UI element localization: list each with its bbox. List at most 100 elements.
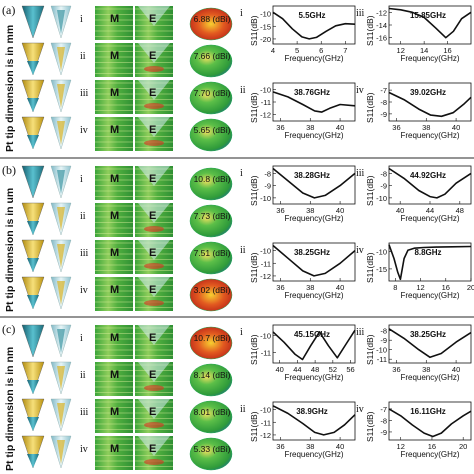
inner-tip-icon bbox=[57, 329, 65, 353]
resonance-frequency: 16.11GHz bbox=[410, 407, 446, 416]
y-tick-label: -10 bbox=[260, 194, 271, 203]
plot-numeral: ii bbox=[240, 404, 246, 415]
row-numeral: iv bbox=[80, 444, 88, 455]
series-line bbox=[272, 329, 356, 361]
resonance-frequency: 38.28GHz bbox=[294, 171, 330, 180]
e-field-tip-overlay bbox=[138, 436, 170, 456]
x-tick-label: 20 bbox=[467, 283, 474, 292]
x-tick-label: 6 bbox=[319, 46, 323, 55]
e-label: E bbox=[149, 369, 156, 381]
y-tick-label: -15 bbox=[260, 22, 271, 31]
y-axis-label: S11(dB) bbox=[365, 334, 375, 365]
radiation-pattern-icon bbox=[189, 326, 233, 360]
gain-value: 6.88 (dBi) bbox=[194, 14, 231, 24]
row-numeral: iii bbox=[80, 88, 89, 99]
e-field-tip-overlay bbox=[138, 277, 170, 297]
x-tick-label: 36 bbox=[392, 365, 400, 374]
radiation-pattern-icon bbox=[189, 400, 233, 434]
y-tick-label: -11 bbox=[261, 418, 271, 427]
plot-frame bbox=[272, 401, 356, 441]
y-axis-label: S11(dB) bbox=[249, 92, 259, 123]
e-field-tip-overlay bbox=[138, 203, 170, 223]
plot-numeral: i bbox=[240, 168, 243, 179]
radiation-pattern-icon bbox=[189, 437, 233, 471]
hot-spot bbox=[144, 385, 164, 391]
pt-tip-icon bbox=[27, 98, 39, 112]
y-tick-label: -16 bbox=[376, 34, 387, 43]
row-numeral: i bbox=[80, 174, 83, 185]
gain-value: 7.73 (dBi) bbox=[194, 211, 231, 221]
gain-value: 10.8 (dBi) bbox=[194, 174, 231, 184]
x-tick-label: 52 bbox=[329, 365, 337, 374]
series-line bbox=[388, 244, 472, 281]
e-field-tip-overlay bbox=[138, 399, 170, 419]
e-label: E bbox=[149, 50, 156, 62]
pt-tip-icon bbox=[27, 454, 39, 468]
radiation-pattern-icon bbox=[189, 278, 233, 312]
radiation-pattern-icon bbox=[189, 204, 233, 238]
y-tick-label: -10 bbox=[260, 85, 271, 94]
resonance-frequency: 5.5GHz bbox=[298, 11, 325, 20]
e-field-tip-overlay bbox=[138, 43, 170, 63]
tip-row: i M E 6.88 (dBi) bbox=[21, 5, 233, 41]
x-tick-label: 48 bbox=[456, 206, 464, 215]
y-tick-label: -8 bbox=[264, 169, 271, 178]
e-label: E bbox=[149, 210, 156, 222]
plot-numeral: ii bbox=[240, 85, 246, 96]
tip-row: ii M E 7.73 (dBi) bbox=[21, 202, 233, 238]
y-tick-label: -11 bbox=[261, 349, 271, 358]
gain-value: 5.33 (dBi) bbox=[194, 444, 231, 454]
panel-label: (b) bbox=[2, 163, 16, 177]
plot-frame bbox=[388, 401, 472, 441]
y-tick-label: -10 bbox=[376, 346, 387, 355]
hot-spot bbox=[144, 300, 164, 306]
hot-spot bbox=[144, 226, 164, 232]
m-label: M bbox=[110, 406, 119, 418]
x-tick-label: 38 bbox=[306, 206, 314, 215]
pt-tip-icon bbox=[27, 295, 39, 309]
y-axis-label: S11(dB) bbox=[365, 92, 375, 123]
x-tick-label: 5 bbox=[295, 46, 299, 55]
yellow-cone-icon bbox=[21, 42, 45, 76]
x-tick-label: 40 bbox=[452, 123, 460, 132]
m-field-map bbox=[95, 43, 133, 77]
plot-numeral: ii bbox=[240, 245, 246, 256]
tip-row: i M E 10.8 (dBi) bbox=[21, 165, 233, 201]
x-axis-label: Frequency(GHz) bbox=[284, 450, 343, 459]
x-tick-label: 4 bbox=[271, 46, 275, 55]
plot-numeral: iv bbox=[356, 85, 364, 96]
row-numeral: iv bbox=[80, 285, 88, 296]
x-tick-label: 16 bbox=[443, 46, 451, 55]
e-field-tip-overlay bbox=[138, 166, 170, 186]
y-tick-label: -10 bbox=[376, 248, 387, 257]
tip-row: iii M E 7.51 (dBi) bbox=[21, 239, 233, 275]
resonance-frequency: 38.9GHz bbox=[296, 407, 328, 416]
yellow-cone-icon bbox=[21, 398, 45, 432]
y-tick-label: -15 bbox=[376, 265, 387, 274]
plot-numeral: iv bbox=[356, 245, 364, 256]
x-tick-label: 38 bbox=[422, 123, 430, 132]
x-tick-label: 56 bbox=[346, 365, 354, 374]
pt-tip-icon bbox=[27, 221, 39, 235]
plot-numeral: iii bbox=[356, 327, 365, 338]
x-axis-label: Frequency(GHz) bbox=[400, 54, 459, 63]
y-tick-label: -8 bbox=[380, 327, 387, 336]
y-axis-label: S11(dB) bbox=[365, 252, 375, 283]
tip-row: iii M E 7.70 (dBi) bbox=[21, 79, 233, 115]
yellow-cone-icon bbox=[21, 361, 45, 395]
x-tick-label: 12 bbox=[416, 283, 424, 292]
m-field-map bbox=[95, 80, 133, 114]
inner-tip-icon bbox=[57, 281, 65, 305]
pt-tip-icon bbox=[27, 258, 39, 272]
y-axis-label: S11(dB) bbox=[249, 334, 259, 365]
m-label: M bbox=[110, 210, 119, 222]
m-label: M bbox=[110, 284, 119, 296]
gain-value: 7.70 (dBi) bbox=[194, 88, 231, 98]
x-tick-label: 40 bbox=[396, 206, 404, 215]
y-tick-label: -9 bbox=[380, 336, 387, 345]
x-tick-label: 44 bbox=[293, 365, 301, 374]
